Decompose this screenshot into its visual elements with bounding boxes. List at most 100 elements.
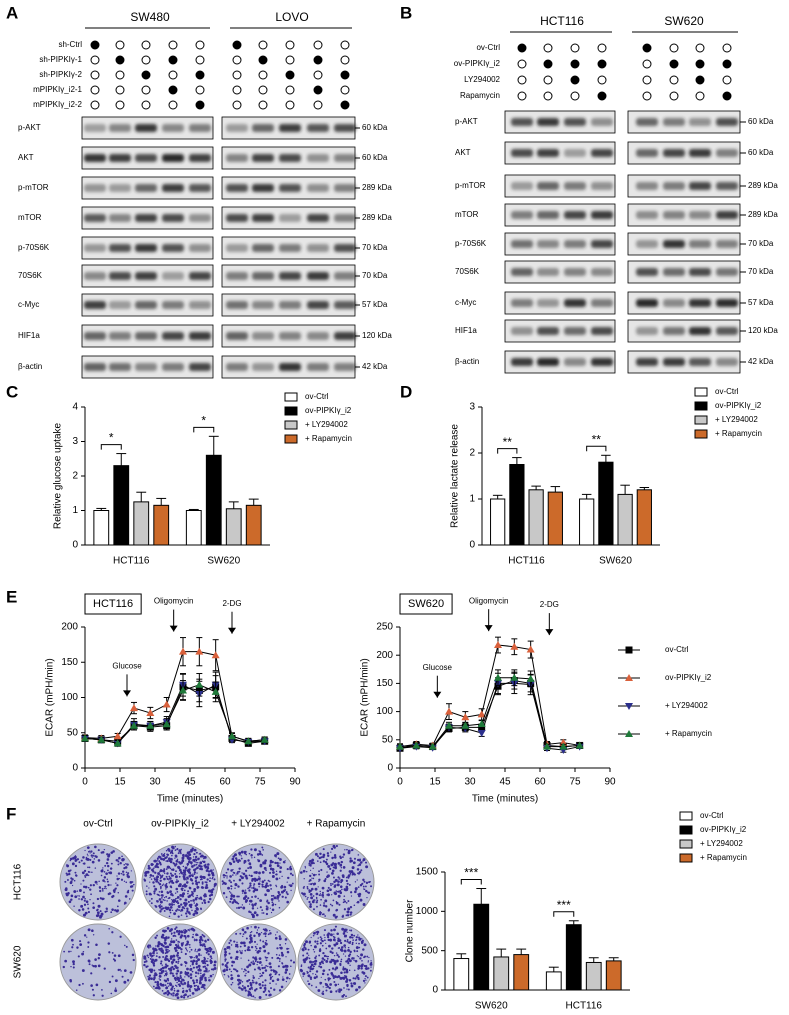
y-tick-label: 1 [469,494,475,505]
colony-dot [170,933,173,935]
colony-dot [353,904,356,907]
colony-dot [183,877,186,881]
condition-label: sh-PIPKIγ-1 [39,55,82,64]
colony-dot [316,898,318,900]
colony-dot [332,935,335,938]
colony-dot [344,939,347,942]
colony-dot [132,883,135,886]
colony-dot [65,892,68,895]
marker [244,737,253,745]
size-label: 120 kDa [748,326,778,335]
colony-dot [342,976,346,980]
colony-dot [91,871,93,874]
colony-dot [156,980,160,984]
colony-dot [312,948,315,951]
colony-dot [172,967,175,971]
colony-dot [205,881,208,884]
colony-dot [158,860,161,863]
colony-dot [90,893,92,896]
colony-dot [160,960,163,963]
colony-dot [366,955,369,958]
colony-dot [173,988,176,990]
colony-dot [259,975,262,978]
colony-dot [300,965,303,968]
lane-marker [168,70,178,80]
protein-label: 70S6K [18,271,43,280]
colony-dot [199,979,202,982]
colony-dot [159,900,163,904]
colony-dot [258,875,260,878]
colony-dot [172,940,176,944]
colony-dot [194,860,196,863]
band [307,332,329,340]
protein-label: p-AKT [18,123,41,132]
colony-dot [84,911,88,915]
colony-dot [346,848,348,851]
colony-dot [356,868,360,871]
colony-dot [197,861,199,864]
colony-dot [264,859,267,863]
band [307,154,329,162]
colony-dot [332,844,336,848]
colony-dot [117,899,121,902]
lane-marker [340,70,350,80]
colony-dot [90,850,93,853]
colony-dot [196,981,198,984]
colony-dot [190,967,193,970]
lane-marker [168,40,178,50]
colony-dot [278,989,282,992]
marker [179,686,187,694]
colony-dot [258,957,262,961]
colony-dot [250,930,253,933]
colony-dot [100,874,103,877]
colony-dot [164,957,168,961]
colony-dot [253,903,257,906]
colony-dot [330,884,332,887]
colony-dot [331,958,335,962]
colony-dot [179,980,182,983]
colony-dot [353,934,356,937]
band [307,244,329,252]
colony-dot [345,876,348,879]
colony-dot [224,960,226,962]
colony-dot [241,904,244,906]
band [511,118,533,126]
colony-dot [345,879,348,882]
colony-dot [169,885,172,888]
colony-dot [151,958,155,962]
colony-dot [229,875,232,878]
colony-dot [283,885,287,889]
x-tick-label: 15 [429,777,441,788]
colony-dot [338,990,341,993]
colony-dot [204,978,207,982]
lane-marker [340,40,350,50]
colony-dot [168,857,171,860]
colony-dot [180,852,182,855]
colony-dot [239,875,242,878]
colony-dot [179,946,182,949]
band [252,301,274,309]
colony-dot [262,945,266,949]
colony-dot [313,962,317,966]
colony-dot [158,978,160,980]
colony-dot [116,884,119,887]
colony-dot [270,911,273,914]
colony-dot [147,956,150,959]
colony-dot [105,861,109,865]
band [636,182,658,190]
legend-swatch [694,429,708,439]
colony-dot [347,874,351,877]
condition-label: mPIPKIγ_i2-2 [33,100,82,109]
colony-dot [270,894,273,897]
colony-dot [245,876,249,880]
colony-dot [319,904,322,906]
colony-dot [370,960,372,962]
colony-dot [166,891,170,895]
colony-dot [309,874,312,878]
colony-dot [300,871,303,874]
colony-dot [187,928,190,931]
colony-dot [106,858,110,861]
colony-dot [96,897,100,901]
legend-swatch [694,387,708,397]
colony-dot [191,963,194,966]
